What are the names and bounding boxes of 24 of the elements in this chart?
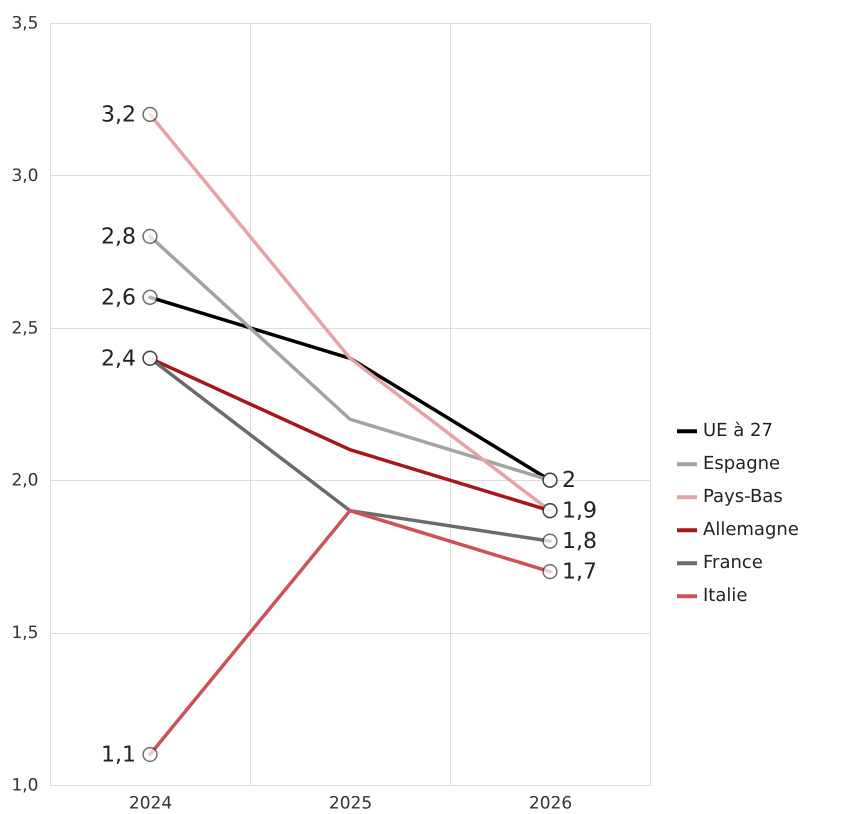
y-tick-label: 2,0	[11, 470, 38, 491]
data-label: 1,1	[101, 742, 136, 768]
y-tick-label: 1,5	[11, 623, 38, 644]
y-tick-label: 3,5	[11, 14, 38, 34]
x-tick-label: 2026	[528, 794, 572, 814]
legend-label: UE à 27	[703, 420, 773, 442]
data-label: 1,7	[562, 560, 597, 585]
data-label: 2,6	[101, 285, 136, 310]
data-label: 3,2	[101, 102, 136, 128]
data-label: 1,8	[562, 529, 597, 554]
data-label: 2	[562, 468, 576, 494]
legend-label: Italie	[703, 585, 748, 606]
x-tick-label: 2024	[128, 794, 172, 814]
data-label: 2,8	[101, 224, 136, 250]
y-tick-label: 2,5	[11, 318, 38, 338]
x-tick-label: 2025	[328, 794, 372, 814]
data-label: 2,4	[101, 346, 136, 372]
y-tick-label: 3,0	[11, 166, 38, 186]
y-tick-label: 1,0	[11, 776, 38, 796]
legend-label: France	[703, 552, 763, 574]
legend-label: Allemagne	[703, 519, 799, 540]
data-label: 1,9	[562, 498, 597, 524]
legend-label: Espagne	[703, 453, 780, 474]
legend-label: Pays-Bas	[703, 486, 783, 508]
